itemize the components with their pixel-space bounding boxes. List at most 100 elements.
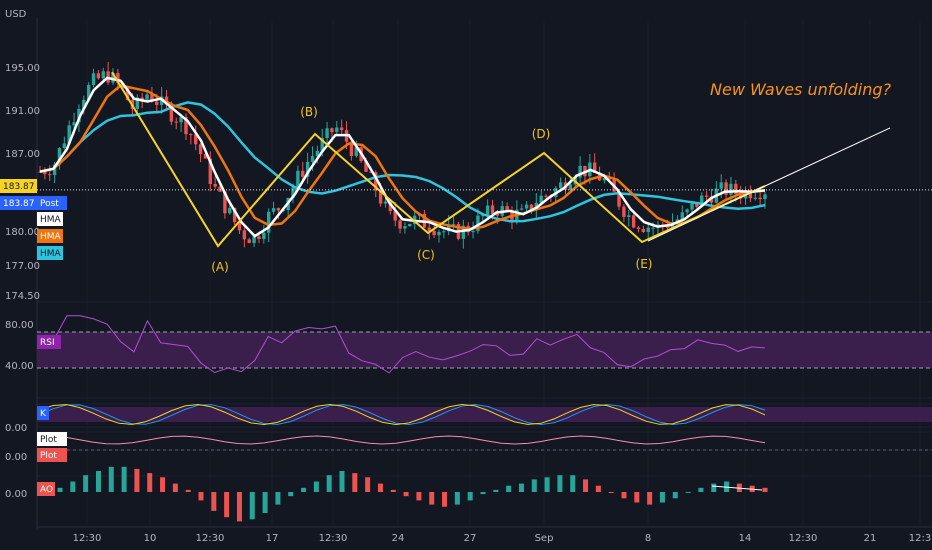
- post-label: Post: [40, 199, 59, 209]
- price-tick: 174.50: [5, 291, 40, 302]
- candle-body: [150, 94, 154, 102]
- labels: 195.00 191.00 187.00 180.00 177.00 174.50 12:3…: [0, 63, 931, 544]
- candle-body: [602, 177, 607, 181]
- ao-bar: [685, 492, 691, 493]
- plot-line-1: [39, 435, 766, 445]
- candle-body: [169, 104, 174, 122]
- wave-label: (C): [417, 248, 435, 262]
- panel-tick: 0.00: [5, 489, 27, 500]
- candle-body: [568, 184, 573, 190]
- ao-bar: [467, 492, 473, 501]
- ao-bar: [595, 485, 601, 492]
- ao-bar: [377, 483, 383, 492]
- candle-body: [627, 215, 631, 217]
- candle-body: [398, 220, 402, 229]
- ao-bar: [83, 475, 89, 492]
- candle-body: [558, 182, 563, 189]
- candle-body: [179, 116, 183, 123]
- time-tick: 10: [144, 533, 157, 544]
- time-tick: 12:30: [319, 533, 348, 544]
- hma-badge: HMA: [40, 249, 62, 259]
- candle-body: [607, 177, 611, 180]
- ao-bar: [608, 492, 614, 493]
- candle-body: [48, 174, 52, 176]
- candle-body: [704, 195, 709, 197]
- panel-tag: K: [40, 409, 47, 419]
- ao-bar: [211, 492, 217, 511]
- last-price-badge-bg: [0, 179, 37, 193]
- ao-bar: [454, 492, 460, 505]
- panel-tag-bg: [37, 432, 67, 446]
- time-tick: 12:3: [909, 533, 931, 544]
- ao-bar: [70, 481, 76, 492]
- time-tick: 24: [392, 533, 405, 544]
- candle-body: [520, 208, 524, 210]
- ao-bar: [544, 477, 550, 492]
- grid: [36, 18, 932, 530]
- ao-bar: [185, 489, 191, 492]
- panel-tick: 40.00: [5, 361, 34, 372]
- price-tick: 177.00: [5, 261, 40, 272]
- ao-bar: [339, 471, 345, 492]
- panel-tick: 0.00: [5, 452, 27, 463]
- currency-label: USD: [5, 9, 27, 20]
- candle-body: [155, 101, 159, 106]
- ao-bar: [262, 492, 268, 513]
- ao-bar: [390, 489, 396, 492]
- ao-bar: [326, 475, 332, 492]
- candle-body: [753, 197, 757, 199]
- candle-body: [125, 88, 130, 101]
- ao-bar: [762, 487, 768, 492]
- candle-body: [291, 187, 295, 198]
- candle-body: [646, 227, 650, 232]
- ao-bar: [570, 475, 576, 492]
- candle-body: [145, 94, 149, 100]
- candle-body: [675, 219, 680, 223]
- ao-bar: [672, 492, 678, 499]
- ao-bar: [249, 492, 255, 520]
- candle-body: [174, 121, 178, 123]
- wave-zigzag: [111, 71, 766, 248]
- candle-body: [271, 208, 276, 212]
- candle-body: [700, 195, 704, 207]
- ao-bar: [236, 492, 242, 522]
- candle-body: [223, 191, 227, 214]
- panel-tag-bg: [37, 335, 61, 349]
- candle-body: [330, 128, 334, 133]
- ao-bar: [493, 489, 499, 492]
- candle-body: [729, 183, 733, 195]
- ao-bar: [198, 492, 204, 501]
- candle-body: [622, 206, 626, 217]
- candle-body: [237, 222, 242, 231]
- candle-body: [262, 232, 266, 239]
- candle-body: [539, 195, 543, 203]
- candle-body: [57, 148, 62, 165]
- candle-body: [578, 165, 582, 178]
- time-tick: 14: [739, 533, 752, 544]
- candle-body: [101, 71, 105, 79]
- candle-body: [393, 211, 397, 221]
- ao-bar: [531, 479, 537, 492]
- candle-body: [476, 215, 480, 231]
- candle-body: [91, 73, 96, 86]
- candle-body: [315, 150, 320, 157]
- candle-body: [276, 208, 281, 211]
- candle-body: [111, 72, 115, 83]
- moving-averages: [39, 76, 766, 238]
- candle-body: [310, 156, 315, 162]
- ao-bar: [313, 481, 319, 492]
- candle-body: [524, 204, 529, 209]
- candle-body: [354, 147, 358, 156]
- panel-tag: Plot: [40, 435, 57, 445]
- candle-body: [296, 170, 300, 188]
- ao-bar: [557, 475, 563, 492]
- candle-body: [544, 195, 548, 197]
- candle-body: [529, 204, 534, 211]
- candle-body: [485, 205, 490, 216]
- candle-body: [748, 190, 753, 199]
- candle-body: [67, 125, 71, 144]
- ao-bar: [659, 492, 665, 503]
- candle-body: [665, 226, 670, 228]
- rsi-line: [39, 315, 766, 374]
